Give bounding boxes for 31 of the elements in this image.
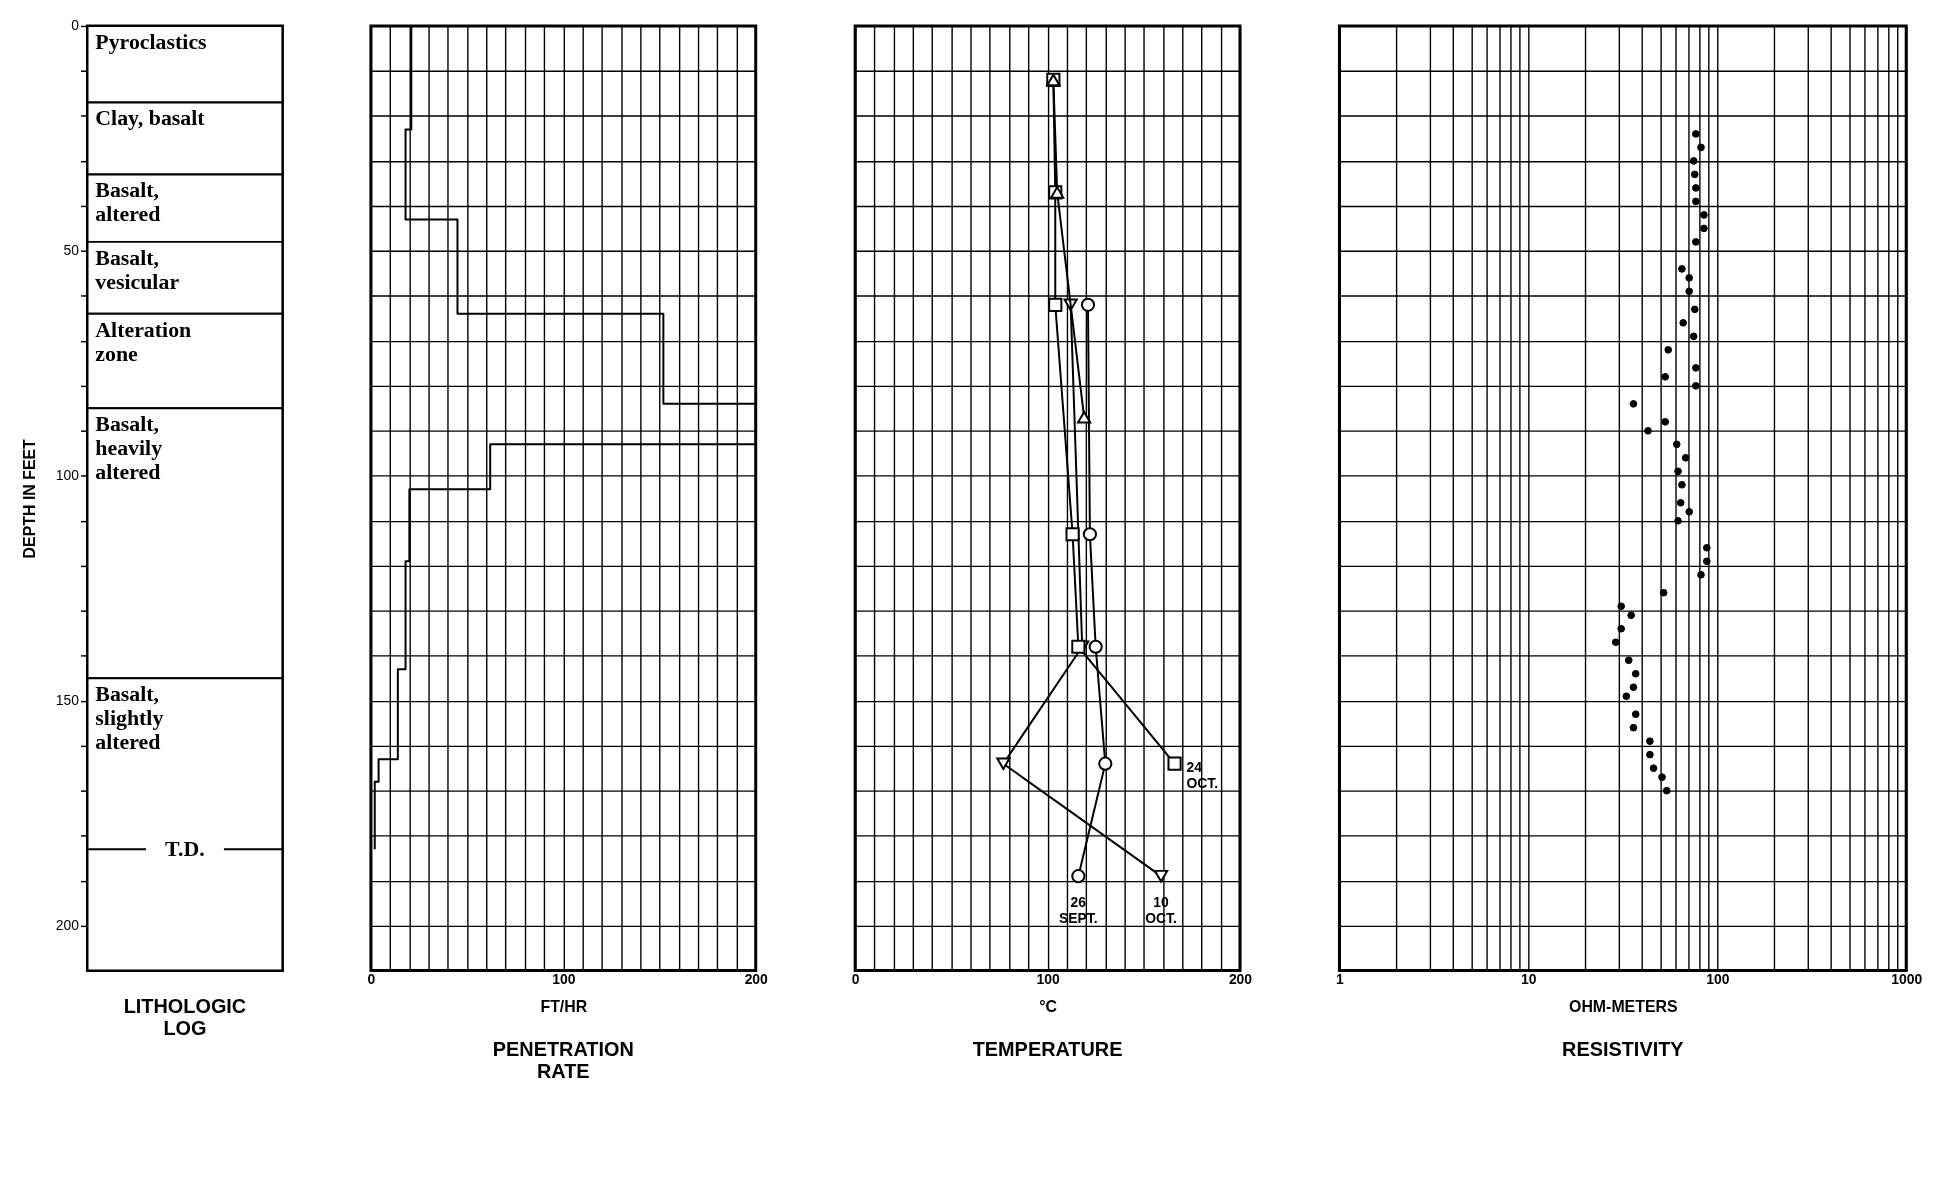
text: RESISTIVITY — [1562, 1038, 1684, 1061]
series-label: Basalt, vesicular — [95, 245, 180, 294]
text: TEMPERATURE — [972, 1038, 1123, 1061]
x-tick-label: 100 — [1706, 971, 1730, 988]
x-tick-label: 0 — [851, 971, 860, 988]
series-label: Basalt, heavily altered — [95, 412, 163, 484]
x-tick-label: 1 — [1336, 971, 1345, 988]
x-tick-label: 200 — [744, 971, 769, 988]
x-tick-label: 1000 — [1891, 971, 1923, 988]
x-tick-label: 100 — [552, 971, 576, 988]
text: PENETRATION RATE — [492, 1038, 634, 1082]
x-tick-label: 200 — [1228, 971, 1253, 988]
x-axis-title: FT/HR — [540, 997, 588, 1015]
x-tick-label: 0 — [367, 971, 376, 988]
series-label: Basalt, altered — [95, 178, 161, 227]
y-axis-title: DEPTH IN FEET — [20, 438, 38, 559]
series-label: Alteration zone — [95, 317, 192, 366]
x-tick-label: 100 — [1036, 971, 1060, 988]
x-axis-title: °C — [1039, 997, 1058, 1015]
x-axis-title: OHM-METERS — [1569, 997, 1678, 1015]
text: LITHOLOGIC LOG — [123, 995, 247, 1040]
y-tick-label: 200 — [55, 917, 80, 934]
series-label: Basalt, slightly altered — [95, 682, 164, 754]
ref-line-label: T.D. — [165, 837, 205, 862]
series-label: Clay, basalt — [95, 106, 206, 131]
y-tick-label: 100 — [55, 467, 80, 484]
y-tick-label: 0 — [71, 17, 80, 34]
series-label: Pyroclastics — [95, 29, 207, 54]
x-tick-label: 10 — [1521, 971, 1537, 988]
y-tick-label: 50 — [63, 242, 80, 259]
y-tick-label: 150 — [55, 692, 80, 709]
